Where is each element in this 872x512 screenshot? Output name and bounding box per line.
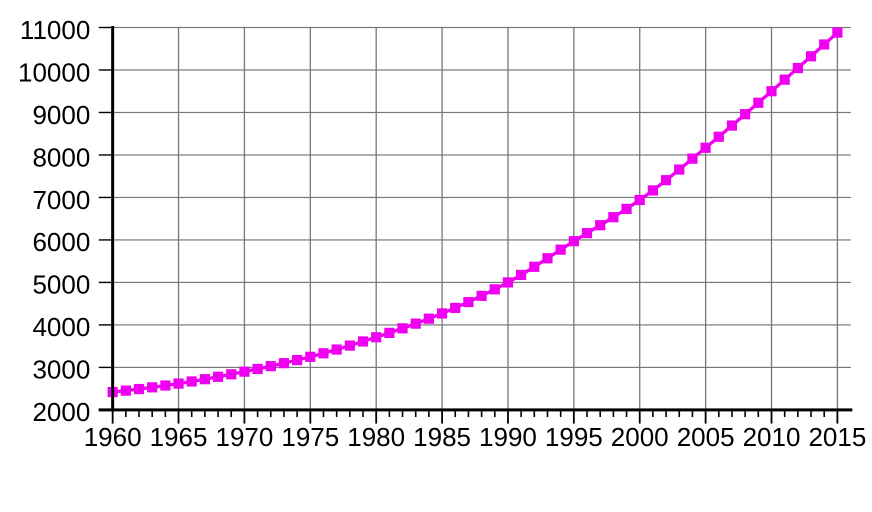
svg-text:1985: 1985 xyxy=(413,422,471,452)
svg-text:1970: 1970 xyxy=(215,422,273,452)
svg-text:2000: 2000 xyxy=(32,397,90,427)
svg-text:9000: 9000 xyxy=(32,100,90,130)
svg-text:5000: 5000 xyxy=(32,270,90,300)
svg-text:1960: 1960 xyxy=(84,422,142,452)
svg-text:4000: 4000 xyxy=(32,312,90,342)
svg-text:1990: 1990 xyxy=(479,422,537,452)
svg-text:1975: 1975 xyxy=(281,422,339,452)
svg-text:2010: 2010 xyxy=(743,422,801,452)
svg-text:1995: 1995 xyxy=(545,422,603,452)
svg-text:7000: 7000 xyxy=(32,185,90,215)
svg-text:2005: 2005 xyxy=(677,422,735,452)
svg-text:3000: 3000 xyxy=(32,355,90,385)
svg-text:1980: 1980 xyxy=(347,422,405,452)
svg-text:6000: 6000 xyxy=(32,227,90,257)
svg-text:10000: 10000 xyxy=(18,57,90,87)
svg-text:1965: 1965 xyxy=(150,422,208,452)
svg-text:11000: 11000 xyxy=(20,15,90,45)
svg-text:2015: 2015 xyxy=(808,422,866,452)
svg-text:2000: 2000 xyxy=(611,422,669,452)
svg-text:8000: 8000 xyxy=(32,142,90,172)
